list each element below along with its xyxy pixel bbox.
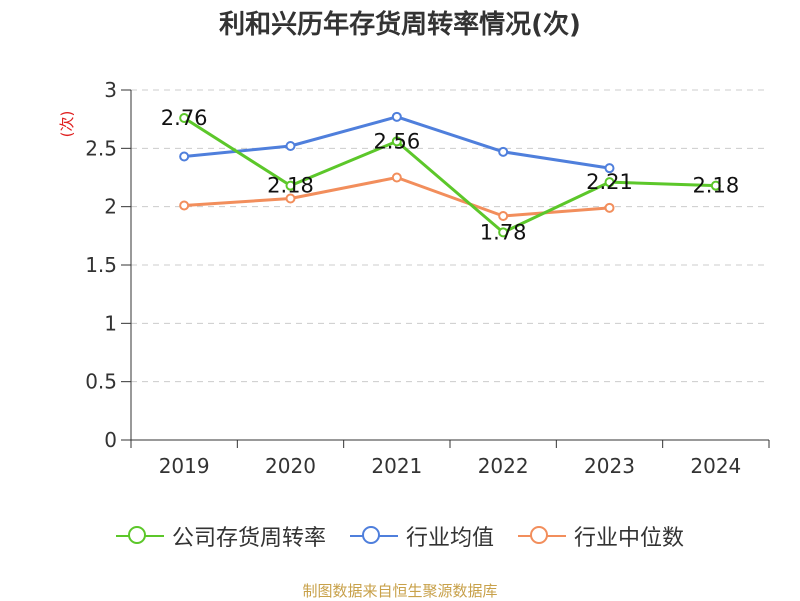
series-line	[183, 116, 716, 234]
axes: 0 0.5 1 1.5 2 2.5 3 (次) 2019 2020 2021 2022 2023 2024	[58, 78, 770, 478]
legend-marker	[361, 526, 380, 544]
data-point	[604, 163, 615, 174]
data-point	[710, 180, 721, 191]
data-label: 2.18	[267, 174, 314, 198]
legend-marker	[530, 526, 548, 544]
data-labels: 2.76 2.18 2.56 1.78 2.21 2.18	[161, 106, 739, 244]
x-tick-label: 2021	[371, 454, 422, 478]
data-label: 2.21	[586, 170, 633, 194]
y-tick-label: 2	[104, 195, 117, 219]
chart-title: 利和兴历年存货周转率情况(次)	[219, 10, 581, 40]
x-tick-label: 2023	[584, 454, 635, 478]
legend-swatch	[349, 524, 398, 548]
legend-swatch	[115, 524, 164, 548]
data-label: 2.76	[161, 106, 208, 130]
data-point	[179, 200, 190, 211]
legend-label: 行业中位数	[574, 526, 685, 551]
data-point	[285, 180, 296, 191]
legend: 公司存货周转率 行业均值 行业中位数	[0, 520, 800, 552]
data-point	[285, 193, 296, 204]
data-point	[285, 141, 296, 151]
series-公司存货周转率	[179, 113, 721, 238]
legend-label: 行业均值	[405, 526, 494, 551]
legend-item[interactable]: 行业中位数	[518, 520, 684, 552]
data-point	[498, 146, 509, 157]
data-point	[604, 177, 615, 188]
y-tick-label: 3	[104, 78, 117, 102]
x-tick-label: 2022	[478, 454, 529, 478]
y-tick-label: 1.5	[85, 253, 117, 277]
series-line	[184, 176, 610, 218]
legend-item[interactable]: 行业均值	[349, 520, 494, 552]
data-point	[179, 113, 190, 123]
data-point	[179, 151, 190, 162]
data-label: 2.18	[692, 174, 739, 198]
y-tick-label: 0.5	[85, 370, 117, 394]
series-行业中位数	[179, 172, 615, 221]
data-point	[498, 227, 509, 238]
y-axis-title: (次)	[58, 111, 76, 138]
x-tick-label: 2020	[265, 454, 316, 478]
data-point	[391, 111, 402, 122]
data-point	[391, 172, 402, 183]
data-point	[498, 211, 509, 221]
legend-marker	[127, 526, 146, 544]
legend-swatch	[518, 524, 566, 548]
series-lines	[179, 111, 721, 238]
y-tick-label: 0	[104, 428, 117, 452]
data-point	[391, 136, 402, 147]
grid-lines	[131, 89, 769, 383]
y-tick-label: 2.5	[85, 136, 117, 160]
data-point	[604, 202, 615, 213]
data-label: 1.78	[480, 220, 527, 244]
legend-item[interactable]: 公司存货周转率	[115, 520, 326, 552]
series-行业均值	[179, 111, 615, 174]
y-tick-label: 1	[104, 311, 117, 335]
x-tick-label: 2019	[159, 454, 210, 478]
source-note: 制图数据来自恒生聚源数据库	[302, 582, 498, 600]
x-tick-label: 2024	[690, 454, 741, 478]
legend-label: 公司存货周转率	[171, 526, 326, 551]
data-label: 2.56	[373, 129, 420, 153]
